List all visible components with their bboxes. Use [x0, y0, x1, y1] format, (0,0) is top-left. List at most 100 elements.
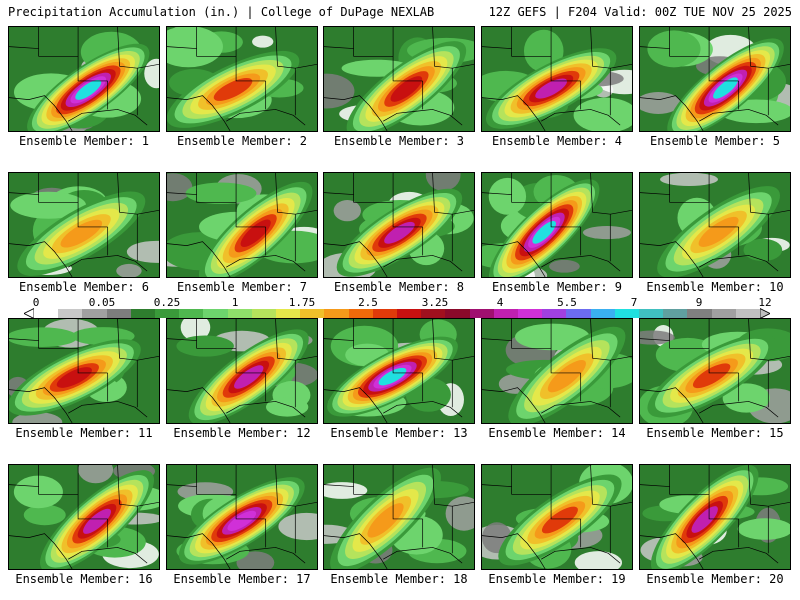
precip-map: [640, 173, 790, 277]
scale-color-swatch: [687, 309, 712, 318]
map-panel: [8, 172, 160, 278]
map-panel: [8, 26, 160, 132]
panel-caption: Ensemble Member: 12: [173, 426, 311, 440]
scale-color-swatch: [324, 309, 349, 318]
panel-caption: Ensemble Member: 4: [491, 134, 623, 148]
precip-map: [167, 465, 317, 569]
scale-label: 9: [695, 296, 703, 309]
panel-caption: Ensemble Member: 19: [488, 572, 626, 586]
panel-caption: Ensemble Member: 16: [15, 572, 153, 586]
map-panel: [323, 318, 475, 424]
map-panel: [8, 464, 160, 570]
scale-color-swatch: [251, 309, 277, 318]
scale-color-swatch: [372, 309, 398, 318]
scale-color-swatch: [300, 309, 325, 318]
page-title: Precipitation Accumulation (in.) | Colle…: [8, 5, 435, 19]
precip-map: [9, 465, 159, 569]
scale-labels: 0 0.05 0.25 1 1.75 2.5 3.25 4 5.5 7 9 12: [24, 296, 786, 309]
map-panel: [639, 318, 791, 424]
map-panel: [166, 464, 318, 570]
panel-caption: Ensemble Member: 20: [646, 572, 784, 586]
scale-color-swatch: [155, 309, 180, 318]
scale-right-arrow-icon: [760, 308, 770, 319]
scale-color-swatch: [590, 309, 615, 318]
scale-color-swatch: [130, 309, 156, 318]
scale-left-arrow-icon: [24, 308, 34, 319]
scale-label: 1.75: [288, 296, 316, 309]
precip-map: [482, 27, 632, 131]
panel-caption: Ensemble Member: 1: [18, 134, 150, 148]
scale-color-swatch: [566, 309, 591, 318]
map-panel: [323, 26, 475, 132]
scale-label: 1: [231, 296, 239, 309]
scale-label: 4: [496, 296, 504, 309]
scale-color-swatch: [518, 309, 543, 318]
map-panel: [481, 172, 633, 278]
scale-label: 0.25: [153, 296, 181, 309]
precip-map: [640, 319, 790, 423]
map-panel: [481, 318, 633, 424]
color-scale-bar: 0 0.05 0.25 1 1.75 2.5 3.25 4 5.5 7 9 12: [24, 296, 786, 320]
scale-color-swatch: [276, 309, 301, 318]
scale-color-swatch: [348, 309, 373, 318]
precip-map: [324, 319, 474, 423]
precip-map: [324, 465, 474, 569]
precip-map: [324, 27, 474, 131]
scale-color-swatch: [639, 309, 664, 318]
precip-map: [167, 173, 317, 277]
precip-map: [482, 465, 632, 569]
header: Precipitation Accumulation (in.) | Colle…: [0, 0, 800, 24]
scale-color-swatch: [735, 309, 761, 318]
precip-map: [9, 27, 159, 131]
panel-caption: Ensemble Member: 10: [646, 280, 784, 294]
panel-caption: Ensemble Member: 7: [176, 280, 308, 294]
map-panel: [166, 172, 318, 278]
scale-label: 0: [32, 296, 40, 309]
panel-caption: Ensemble Member: 8: [333, 280, 465, 294]
panel-caption: Ensemble Member: 9: [491, 280, 623, 294]
scale-label: 5.5: [557, 296, 577, 309]
map-panel: [481, 464, 633, 570]
panel-caption: Ensemble Member: 5: [649, 134, 781, 148]
panel-caption: Ensemble Member: 2: [176, 134, 308, 148]
scale-label: 7: [630, 296, 638, 309]
panel-caption: Ensemble Member: 11: [15, 426, 153, 440]
scale-label: 3.25: [421, 296, 449, 309]
scale-color-swatch: [663, 309, 688, 318]
panel-caption: Ensemble Member: 15: [646, 426, 784, 440]
scale-label: 2.5: [358, 296, 378, 309]
precip-map: [640, 27, 790, 131]
run-info: 12Z GEFS | F204 Valid: 00Z TUE NOV 25 20…: [488, 5, 792, 19]
scale-colors: [34, 309, 761, 318]
panel-caption: Ensemble Member: 18: [330, 572, 468, 586]
map-panel: [639, 464, 791, 570]
scale-color-swatch: [493, 309, 519, 318]
scale-color-swatch: [179, 309, 204, 318]
scale-color-swatch: [82, 309, 107, 318]
precip-map: [640, 465, 790, 569]
scale-color-swatch: [445, 309, 470, 318]
scale-label: 0.05: [88, 296, 116, 309]
panel-caption: Ensemble Member: 6: [18, 280, 150, 294]
scale-color-swatch: [58, 309, 83, 318]
map-panel: [481, 26, 633, 132]
precip-map: [482, 319, 632, 423]
scale-label: 12: [758, 296, 772, 309]
scale-color-swatch: [542, 309, 567, 318]
panel-caption: Ensemble Member: 14: [488, 426, 626, 440]
map-panel: [8, 318, 160, 424]
precip-map: [482, 173, 632, 277]
precip-map: [9, 319, 159, 423]
scale-color-swatch: [227, 309, 252, 318]
panel-caption: Ensemble Member: 17: [173, 572, 311, 586]
scale-color-swatch: [203, 309, 228, 318]
map-panel: [166, 318, 318, 424]
precip-map: [167, 27, 317, 131]
panel-caption: Ensemble Member: 3: [333, 134, 465, 148]
map-panel: [639, 26, 791, 132]
scale-color-swatch: [106, 309, 131, 318]
precip-map: [167, 319, 317, 423]
scale-color-swatch: [421, 309, 446, 318]
scale-color-swatch: [469, 309, 494, 318]
map-panel: [639, 172, 791, 278]
